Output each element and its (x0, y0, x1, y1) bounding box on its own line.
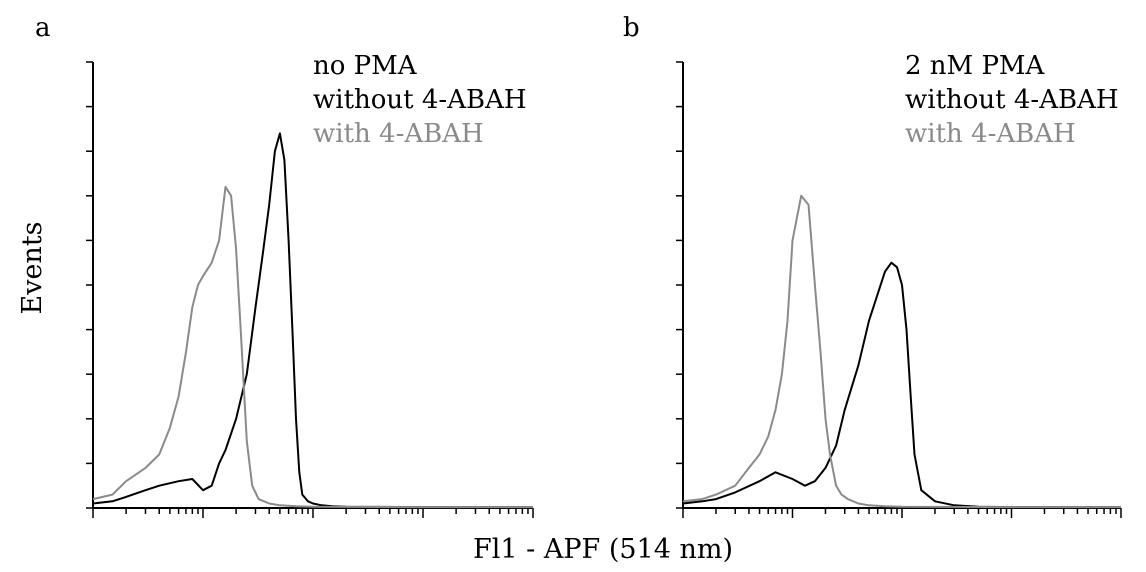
panel-b-legend-with: with 4-ABAH (905, 119, 1076, 149)
panel-b-legend-title: 2 nM PMA (905, 51, 1046, 81)
panel-a-legend-title: no PMA (313, 51, 418, 81)
panel-a-series-with-4-abah (92, 185, 533, 509)
y-axis-label: Events (17, 221, 48, 314)
panel-b-letter: b (623, 13, 640, 43)
panel-b-series-with-4-abah (682, 194, 1121, 509)
panel-a-legend-with: with 4-ABAH (313, 119, 484, 149)
x-axis-label: Fl1 - APF (514 nm) (473, 534, 733, 565)
panel-a: a no PMA without 4-ABAH with 4-ABAH (35, 13, 534, 518)
panel-a-series (92, 132, 533, 509)
panel-a-legend-without: without 4-ABAH (313, 85, 527, 115)
panel-b-legend-without: without 4-ABAH (905, 85, 1119, 115)
panel-a-series-without-4-abah (92, 132, 533, 509)
panel-b: b 2 nM PMA without 4-ABAH with 4-ABAH (623, 13, 1122, 518)
panel-a-letter: a (35, 13, 51, 43)
panel-b-series (682, 194, 1121, 509)
panel-b-series-without-4-abah (682, 261, 1121, 509)
